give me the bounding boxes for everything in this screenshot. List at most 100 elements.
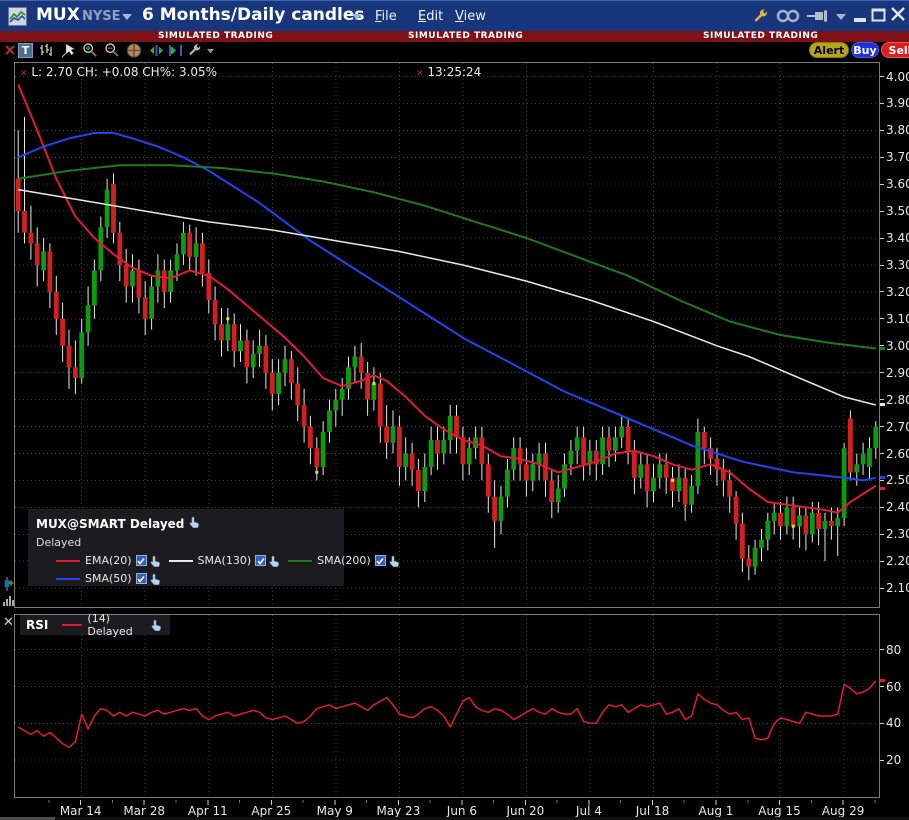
close-panel-icon[interactable] <box>2 43 18 57</box>
price-tick <box>880 561 884 562</box>
legend-title: MUX@SMART Delayed <box>36 517 184 531</box>
alert-button[interactable]: Alert <box>809 42 849 58</box>
rsi-legend: RSI (14) Delayed <box>20 615 170 635</box>
crosshair-icon[interactable] <box>126 43 142 57</box>
sma130-checkbox[interactable] <box>255 555 266 566</box>
sma50-line-sample <box>56 578 80 580</box>
drag-hand-icon[interactable] <box>389 555 400 567</box>
tools-dropdown-caret-icon[interactable] <box>202 43 218 57</box>
price-tick <box>880 76 884 77</box>
sma50-checkbox[interactable] <box>136 573 147 584</box>
text-annotation-tool[interactable]: T <box>18 43 33 58</box>
bar-chart-type-icon[interactable] <box>38 43 54 57</box>
menu-view[interactable]: View <box>455 9 486 24</box>
link-icon[interactable] <box>775 8 803 24</box>
drag-hand-icon[interactable] <box>189 516 200 528</box>
price-tick-label: 2.90 <box>886 366 909 380</box>
cursor-tool-icon[interactable] <box>60 43 76 57</box>
price-tick <box>880 399 884 400</box>
buy-button[interactable]: Buy <box>851 42 879 58</box>
quote-close-icon[interactable]: ✕ <box>20 69 28 79</box>
clock-line: ✕ 13:25:24 <box>416 65 481 79</box>
rsi-tick <box>880 760 884 761</box>
price-tick-label: 2.50 <box>886 473 909 487</box>
rsi-tick-label: 20 <box>886 753 901 767</box>
date-tick-label: May 23 <box>370 804 426 818</box>
price-tick-label: 3.20 <box>886 285 909 299</box>
tws-chart-window: MUX NYSE 6 Months/Daily candles File Edi… <box>0 0 909 820</box>
rsi-plot[interactable] <box>14 614 880 798</box>
rsi-axis[interactable]: 80604020 <box>880 614 909 798</box>
rsi-close-icon[interactable]: ✕ <box>3 615 14 630</box>
price-tick <box>880 426 884 427</box>
add-study-icon[interactable] <box>2 576 14 592</box>
drag-hand-icon[interactable] <box>269 555 280 567</box>
minimize-button[interactable] <box>853 9 868 23</box>
symbol-label[interactable]: MUX <box>36 5 80 25</box>
price-tick-label: 3.60 <box>886 177 909 191</box>
price-tick <box>880 534 884 535</box>
price-tick-label: 3.30 <box>886 258 909 272</box>
price-axis[interactable]: 4.003.903.803.703.603.503.403.303.203.10… <box>880 62 909 608</box>
rsi-tick <box>880 723 884 724</box>
rsi-params-label: (14) Delayed <box>87 612 147 638</box>
wrench-icon[interactable] <box>752 8 769 25</box>
volume-icon[interactable] <box>2 594 14 606</box>
price-tick-label: 3.90 <box>886 96 909 110</box>
price-tick-label: 2.10 <box>886 581 909 595</box>
exchange-label: NYSE <box>82 9 121 24</box>
rsi-tick <box>880 649 884 650</box>
date-tick-label: Jul 4 <box>561 804 617 818</box>
date-tick-label: Mar 14 <box>53 804 109 818</box>
date-tick-label: Jul 18 <box>625 804 681 818</box>
ema20-line-sample <box>56 560 80 562</box>
timeframe-dropdown-caret-icon[interactable] <box>352 14 362 20</box>
close-button[interactable] <box>890 6 906 22</box>
compress-bars-icon[interactable] <box>167 43 183 57</box>
zoom-in-icon[interactable] <box>82 43 98 57</box>
maximize-button[interactable] <box>871 7 887 23</box>
rsi-current-mark <box>880 679 885 682</box>
drag-hand-icon[interactable] <box>150 555 161 567</box>
price-tick-label: 2.20 <box>886 554 909 568</box>
price-tick <box>880 211 884 212</box>
pin-icon[interactable] <box>806 8 834 24</box>
markers-layer <box>226 317 794 527</box>
date-tick-label: May 9 <box>307 804 363 818</box>
drag-hand-icon[interactable] <box>150 573 161 585</box>
overlay-SMA(200) <box>18 165 876 348</box>
price-tick-label: 2.40 <box>886 500 909 514</box>
expand-bars-icon[interactable] <box>148 43 164 57</box>
price-tick-label: 2.60 <box>886 447 909 461</box>
price-tick <box>880 507 884 508</box>
simulated-trading-text: SIMULATED TRADING <box>703 31 818 41</box>
price-tick <box>880 588 884 589</box>
sma200-line-sample <box>288 560 312 562</box>
quote-text: L: 2.70 CH: +0.08 CH%: 3.05% <box>31 65 217 79</box>
study-value-mark <box>880 403 885 406</box>
drag-hand-icon[interactable] <box>151 619 162 631</box>
price-tick <box>880 130 884 131</box>
sma200-checkbox[interactable] <box>375 555 386 566</box>
wrench-tool-icon[interactable] <box>186 43 202 57</box>
simulated-trading-text: SIMULATED TRADING <box>408 31 523 41</box>
price-tick <box>880 184 884 185</box>
timeframe-label[interactable]: 6 Months/Daily candles <box>142 5 365 25</box>
price-tick-label: 2.80 <box>886 393 909 407</box>
menu-file[interactable]: File <box>375 9 397 24</box>
price-tick-label: 3.80 <box>886 123 909 137</box>
pin-dropdown-caret-icon[interactable] <box>836 14 846 20</box>
sell-button[interactable]: Sell <box>881 42 909 58</box>
date-tick-label: Jun 20 <box>497 804 553 818</box>
price-tick <box>880 103 884 104</box>
legend-subtitle: Delayed <box>36 536 336 549</box>
rsi-grid-layer <box>15 615 879 797</box>
zoom-out-icon[interactable] <box>104 43 120 57</box>
ema20-checkbox[interactable] <box>136 555 147 566</box>
sma50-label: SMA(50) <box>85 572 132 585</box>
clock-close-icon[interactable]: ✕ <box>416 69 424 79</box>
symbol-dropdown-caret-icon[interactable] <box>122 14 132 20</box>
rsi-svg[interactable] <box>15 615 879 797</box>
price-tick <box>880 480 884 481</box>
menu-edit[interactable]: Edit <box>418 9 443 24</box>
